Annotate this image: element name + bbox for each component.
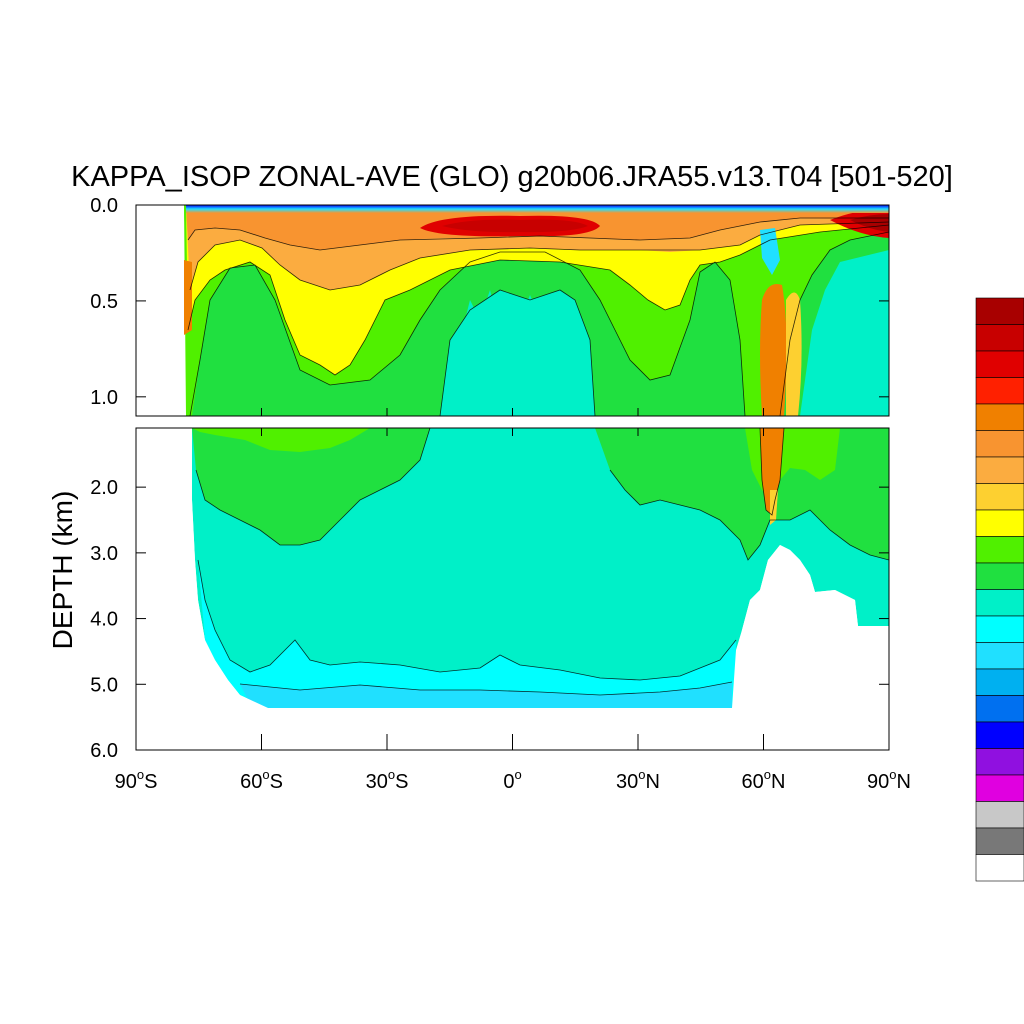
- y-tick-label: 4.0: [90, 609, 118, 631]
- field-lightgreen-bottom: [192, 428, 370, 452]
- x-tick-label: 60oN: [742, 767, 786, 793]
- x-tick-label: 0o: [503, 767, 521, 793]
- field-yellow-bottom-col: [770, 490, 778, 525]
- colorbar-swatch: [975, 854, 1024, 882]
- field-equatorial-deep: [450, 290, 590, 416]
- surface-band: [186, 205, 889, 213]
- colorbar-swatch: [975, 562, 1024, 590]
- y-tick-label: 2.0: [90, 477, 118, 499]
- colorbar-swatch: [975, 721, 1024, 749]
- colorbar-swatch: [975, 589, 1024, 617]
- field-yellow-north-col: [786, 292, 802, 416]
- y-tick-label: 6.0: [90, 740, 118, 762]
- colorbar-swatch: [975, 536, 1024, 564]
- colorbar-swatch: [975, 827, 1024, 855]
- y-axis-upper: 0.0 0.5 1.0: [90, 195, 889, 409]
- missing-antarctic: [136, 205, 184, 416]
- x-tick-label: 90oN: [867, 767, 911, 793]
- field-antarctic-top: [184, 260, 192, 335]
- colorbar-swatch: [975, 350, 1024, 378]
- field-cyan-north-top: [760, 228, 780, 275]
- colorbar: [975, 297, 1024, 882]
- x-tick-label: 90oS: [115, 767, 158, 793]
- y-axis-lower: 2.0 3.0 4.0 5.0 6.0: [90, 477, 889, 762]
- field-lightblue-bottom: [240, 682, 732, 708]
- x-tick-label: 60oS: [240, 767, 283, 793]
- field-green-bottom: [192, 428, 430, 545]
- field-orange-bottom-col: [760, 428, 784, 515]
- y-tick-label: 1.0: [90, 387, 118, 409]
- y-tick-label: 3.0: [90, 543, 118, 565]
- field-cyan-bottom: [198, 560, 736, 708]
- y-axis-label: DEPTH (km): [47, 491, 78, 650]
- colorbar-swatch: [975, 695, 1024, 723]
- y-tick-label: 5.0: [90, 674, 118, 696]
- colorbar-swatch: [975, 748, 1024, 776]
- colorbar-swatch: [975, 774, 1024, 802]
- colorbar-swatch: [975, 801, 1024, 829]
- colorbar-swatch: [975, 642, 1024, 670]
- missing-seafloor: [268, 545, 889, 750]
- x-tick-label: 30oN: [616, 767, 660, 793]
- x-axis: 90oS 60oS 30oS 0o 30oN 60oN 90oN: [115, 408, 911, 793]
- lower-panel-plot: [136, 428, 889, 750]
- colorbar-swatch: [975, 403, 1024, 431]
- colorbar-swatch: [975, 377, 1024, 405]
- x-tick-label: 30oS: [366, 767, 409, 793]
- field-orange-north-col: [760, 284, 787, 416]
- colorbar-swatch: [975, 509, 1024, 537]
- field-darkred-top: [442, 219, 588, 233]
- colorbar-swatch: [975, 324, 1024, 352]
- colorbar-swatch: [975, 456, 1024, 484]
- colorbar-swatch: [975, 615, 1024, 643]
- missing-antarctic-bottom: [136, 428, 300, 750]
- colorbar-swatch: [975, 483, 1024, 511]
- colorbar-swatch: [975, 430, 1024, 458]
- chart-title: KAPPA_ISOP ZONAL-AVE (GLO) g20b06.JRA55.…: [71, 161, 953, 193]
- y-tick-label: 0.5: [90, 291, 118, 313]
- upper-panel-plot: [136, 205, 889, 416]
- y-tick-label: 0.0: [90, 195, 118, 217]
- colorbar-swatch: [975, 668, 1024, 696]
- colorbar-swatch: [975, 297, 1024, 325]
